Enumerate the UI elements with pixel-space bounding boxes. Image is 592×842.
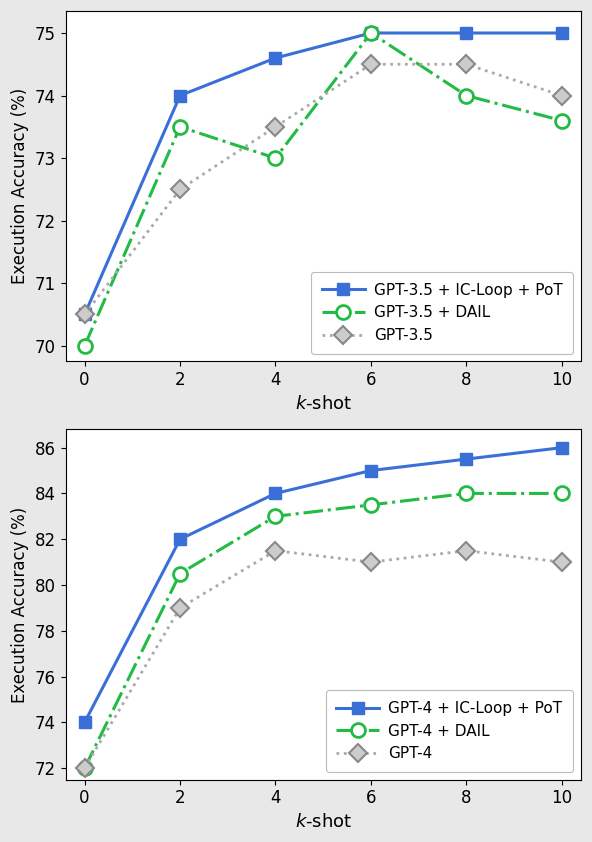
GPT-3.5 + DAIL: [272, 153, 279, 163]
Line: GPT-4 + IC-Loop + PoT: GPT-4 + IC-Loop + PoT: [79, 442, 567, 728]
GPT-4 + IC-Loop + PoT: [272, 488, 279, 498]
Line: GPT-3.5: GPT-3.5: [78, 58, 568, 321]
GPT-3.5: [463, 59, 470, 69]
GPT-3.5 + IC-Loop + PoT: [558, 28, 565, 38]
GPT-4: [81, 763, 88, 773]
GPT-3.5: [558, 90, 565, 100]
Line: GPT-3.5 + DAIL: GPT-3.5 + DAIL: [78, 26, 569, 353]
GPT-3.5 + IC-Loop + PoT: [176, 90, 184, 100]
GPT-4 + DAIL: [272, 511, 279, 521]
X-axis label: $k$-shot: $k$-shot: [295, 395, 352, 413]
Y-axis label: Execution Accuracy (%): Execution Accuracy (%): [11, 88, 29, 285]
Line: GPT-4 + DAIL: GPT-4 + DAIL: [78, 487, 569, 775]
GPT-4: [558, 557, 565, 568]
GPT-3.5 + DAIL: [558, 115, 565, 125]
GPT-3.5 + DAIL: [81, 341, 88, 351]
Legend: GPT-4 + IC-Loop + PoT, GPT-4 + DAIL, GPT-4: GPT-4 + IC-Loop + PoT, GPT-4 + DAIL, GPT…: [326, 690, 573, 772]
GPT-4 + DAIL: [176, 568, 184, 578]
GPT-4 + IC-Loop + PoT: [176, 534, 184, 544]
X-axis label: $k$-shot: $k$-shot: [295, 813, 352, 831]
GPT-3.5: [368, 59, 375, 69]
GPT-3.5: [81, 309, 88, 319]
GPT-3.5: [272, 122, 279, 132]
GPT-3.5 + IC-Loop + PoT: [368, 28, 375, 38]
GPT-4 + DAIL: [81, 763, 88, 773]
GPT-4 + IC-Loop + PoT: [368, 466, 375, 476]
GPT-3.5 + DAIL: [368, 28, 375, 38]
GPT-4 + DAIL: [558, 488, 565, 498]
GPT-4 + IC-Loop + PoT: [81, 717, 88, 727]
GPT-3.5 + IC-Loop + PoT: [272, 53, 279, 63]
Line: GPT-4: GPT-4: [78, 545, 568, 775]
GPT-4 + DAIL: [368, 500, 375, 510]
Y-axis label: Execution Accuracy (%): Execution Accuracy (%): [11, 506, 29, 702]
Legend: GPT-3.5 + IC-Loop + PoT, GPT-3.5 + DAIL, GPT-3.5: GPT-3.5 + IC-Loop + PoT, GPT-3.5 + DAIL,…: [311, 272, 573, 354]
GPT-4: [368, 557, 375, 568]
GPT-3.5: [176, 184, 184, 195]
GPT-4 + IC-Loop + PoT: [558, 443, 565, 453]
GPT-4: [272, 546, 279, 556]
GPT-3.5 + DAIL: [176, 122, 184, 132]
GPT-3.5 + IC-Loop + PoT: [81, 309, 88, 319]
GPT-4: [463, 546, 470, 556]
GPT-4: [176, 603, 184, 613]
GPT-4 + IC-Loop + PoT: [463, 454, 470, 464]
GPT-3.5 + IC-Loop + PoT: [463, 28, 470, 38]
GPT-4 + DAIL: [463, 488, 470, 498]
Line: GPT-3.5 + IC-Loop + PoT: GPT-3.5 + IC-Loop + PoT: [79, 28, 567, 320]
GPT-3.5 + DAIL: [463, 90, 470, 100]
